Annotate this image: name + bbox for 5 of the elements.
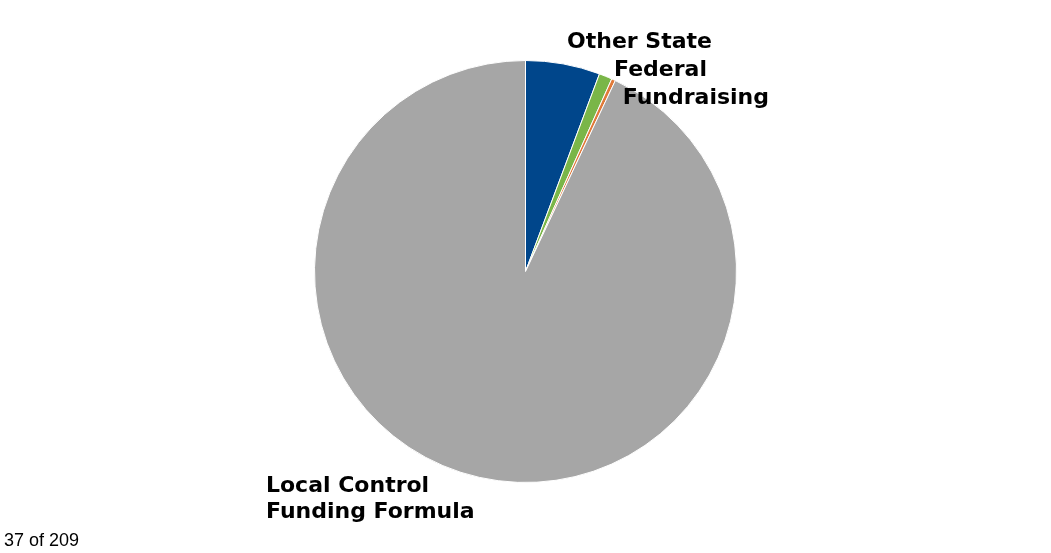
slice-label: Local Control Funding Formula xyxy=(265,471,475,523)
text: 37 of 209 xyxy=(4,530,80,551)
slice-label: Fundraising xyxy=(622,83,770,109)
slice-label: Other State xyxy=(567,27,712,53)
slice-label: Federal xyxy=(613,55,707,81)
